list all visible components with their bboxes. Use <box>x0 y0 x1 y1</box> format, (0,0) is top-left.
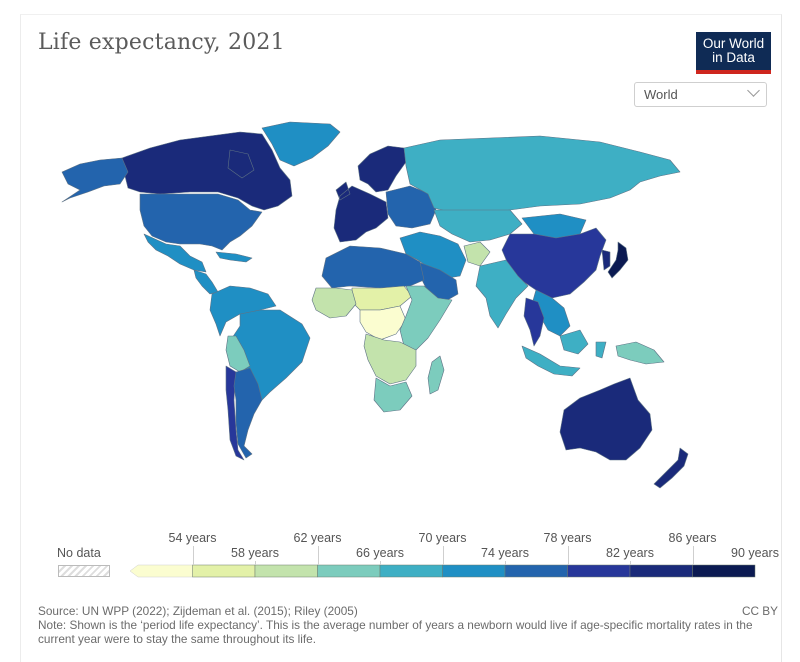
legend-bin-6[interactable] <box>504 564 568 578</box>
legend-bin-2[interactable] <box>254 564 318 578</box>
legend-tick <box>692 546 694 565</box>
legend-tick-label: 86 years <box>668 531 717 545</box>
country-south-africa[interactable] <box>373 377 413 413</box>
region-select[interactable]: World <box>634 82 767 107</box>
logo-line-2: in Data <box>712 50 755 65</box>
world-map[interactable] <box>40 110 760 510</box>
country-argentina[interactable] <box>233 367 263 459</box>
legend-tick <box>567 546 569 565</box>
country-east-africa[interactable] <box>399 285 453 351</box>
country-afghanistan[interactable] <box>463 241 491 267</box>
logo-line-1: Our World <box>702 36 765 51</box>
country-western-europe[interactable] <box>333 181 389 243</box>
legend-tick-label: 54 years <box>168 531 217 545</box>
country-thailand[interactable] <box>523 297 545 347</box>
country-central-africa[interactable] <box>359 305 407 341</box>
country-southern-africa[interactable] <box>363 333 417 385</box>
chart-footer: Source: UN WPP (2022); Zijdeman et al. (… <box>38 604 778 646</box>
legend-tick-label: 66 years <box>356 546 404 560</box>
license-link[interactable]: CC BY <box>741 604 778 618</box>
country-india[interactable] <box>475 259 529 329</box>
legend-tick-label: 82 years <box>606 546 654 560</box>
source-text: Source: UN WPP (2022); Zijdeman et al. (… <box>38 604 358 618</box>
country-australia[interactable] <box>559 377 653 461</box>
legend-tick-label: 62 years <box>293 531 342 545</box>
country-bolivia[interactable] <box>225 335 251 373</box>
legend-bin-7[interactable] <box>567 564 631 578</box>
legend-tick-label: 78 years <box>543 531 592 545</box>
country-scandinavia[interactable] <box>357 145 407 193</box>
legend-tick <box>317 546 319 565</box>
country-kazakhstan-central-asia[interactable] <box>433 209 523 243</box>
country-central-america[interactable] <box>193 269 219 295</box>
legend-bin-1[interactable] <box>192 564 256 578</box>
legend-tick <box>380 561 381 565</box>
country-new-zealand[interactable] <box>653 447 689 489</box>
country-indonesia[interactable] <box>521 329 607 377</box>
legend-color-bar <box>129 564 756 578</box>
legend-tick <box>192 546 194 565</box>
legend-bin-3[interactable] <box>317 564 381 578</box>
legend-bin-0[interactable] <box>129 564 193 578</box>
country-korea[interactable] <box>601 249 611 271</box>
country-united-states[interactable] <box>139 193 263 251</box>
legend-no-data-label: No data <box>57 546 101 560</box>
country-sahel[interactable] <box>351 285 413 311</box>
legend-bin-5[interactable] <box>442 564 506 578</box>
legend-no-data-swatch <box>58 565 110 577</box>
legend-tick-label: 74 years <box>481 546 529 560</box>
country-papua-new-guinea[interactable] <box>615 341 665 365</box>
country-canada[interactable] <box>121 131 293 211</box>
legend-tick-label: 58 years <box>231 546 279 560</box>
country-middle-east[interactable] <box>399 231 467 279</box>
note-text: Note: Shown is the ‘period life expectan… <box>38 618 753 646</box>
country-madagascar[interactable] <box>427 355 445 395</box>
country-russia[interactable] <box>403 135 681 215</box>
legend-bin-4[interactable] <box>379 564 443 578</box>
country-mexico[interactable] <box>143 233 207 273</box>
country-alaska[interactable] <box>61 157 129 203</box>
chart-title: Life expectancy, 2021 <box>38 30 285 55</box>
legend-bin-9[interactable] <box>692 564 756 578</box>
legend-tick-label: 90 years <box>731 546 779 560</box>
owid-logo[interactable]: Our World in Data <box>696 32 771 74</box>
legend-tick <box>630 561 631 565</box>
country-greenland[interactable] <box>261 121 341 167</box>
country-caribbean[interactable] <box>215 251 253 263</box>
country-japan[interactable] <box>607 241 629 279</box>
legend-tick <box>505 561 506 565</box>
country-eastern-europe[interactable] <box>385 185 437 229</box>
legend-tick <box>442 546 444 565</box>
chevron-down-icon <box>747 84 760 97</box>
legend-bin-8[interactable] <box>629 564 693 578</box>
legend-tick <box>255 561 256 565</box>
country-northern-south-america[interactable] <box>209 285 277 337</box>
country-west-africa[interactable] <box>311 287 357 319</box>
chart-frame <box>20 14 782 662</box>
logo-accent-bar <box>696 70 771 74</box>
legend-tick-label: 70 years <box>418 531 467 545</box>
country-north-africa[interactable] <box>321 245 425 289</box>
region-select-value: World <box>644 87 678 102</box>
